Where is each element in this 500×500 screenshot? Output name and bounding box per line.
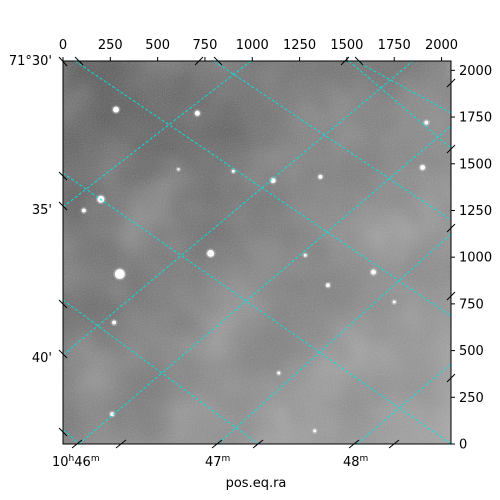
- ra-tick-mark: [115, 439, 127, 449]
- dec-axis: 71°30' 35' 40': [9, 54, 68, 437]
- grid-line: [63, 429, 81, 444]
- grid-line: [356, 363, 451, 444]
- ra-tick-mark: [348, 439, 360, 449]
- grid-line: [348, 61, 451, 149]
- star: [392, 300, 396, 304]
- star: [313, 429, 317, 433]
- pixel-x-tick-label: 750: [193, 38, 218, 53]
- ra-tick-mark: [211, 439, 223, 449]
- pixel-y-tick-label: 1500: [459, 157, 492, 172]
- star: [318, 174, 323, 179]
- edge-tick-mark: [446, 144, 456, 154]
- pixel-y-tick-label: 250: [459, 391, 484, 406]
- pixel-y-tick-label: 500: [459, 344, 484, 359]
- dec-tick-label: 40': [32, 351, 52, 366]
- star: [177, 168, 180, 171]
- star: [370, 269, 376, 275]
- dec-tick-mark: [58, 427, 68, 437]
- dec-tick-label: 71°30': [9, 54, 52, 69]
- star: [277, 371, 281, 375]
- star: [207, 249, 215, 257]
- grid-line: [217, 233, 451, 444]
- star: [194, 110, 200, 116]
- edge-tick-mark: [446, 373, 456, 383]
- pixel-x-tick-label: 1500: [330, 38, 363, 53]
- coordinate-grid: [63, 61, 451, 444]
- star: [231, 169, 235, 173]
- plot-frame: [62, 60, 452, 445]
- edge-tick-mark: [74, 56, 84, 66]
- star: [81, 208, 86, 213]
- pixel-y-tick-label: 750: [459, 297, 484, 312]
- pixel-y-tick-label: 1250: [459, 204, 492, 219]
- pixel-y-axis-ticks: 0 250 500 750 1000 1250 1500 1750 2000: [451, 64, 492, 453]
- dec-tick-mark: [58, 299, 68, 309]
- ra-tick-label: 48m: [343, 454, 368, 470]
- star: [112, 106, 119, 113]
- ra-tick-mark: [252, 439, 264, 449]
- dec-tick-mark: [58, 349, 68, 359]
- edge-tick-mark: [446, 78, 456, 88]
- x-axis-label: pos.eq.ra: [226, 476, 287, 491]
- grid-line: [63, 61, 414, 356]
- grid-line: [213, 61, 451, 221]
- grid-line: [63, 172, 451, 444]
- pixel-y-tick-label: 2000: [459, 64, 492, 79]
- ra-axis: 10h46m 47m 48m pos.eq.ra: [52, 439, 400, 491]
- right-edge-ticks: [446, 78, 456, 383]
- star: [325, 283, 330, 288]
- top-edge-ticks: [74, 56, 364, 66]
- star: [110, 412, 115, 417]
- pixel-x-tick-label: 1250: [283, 38, 316, 53]
- ra-tick-label: 10h46m: [52, 454, 100, 470]
- dec-tick-mark: [58, 56, 68, 67]
- star-layer: [80, 105, 430, 434]
- pixel-x-axis-ticks: 0 250 500 750 1000 1250 1500 1750 2000: [59, 38, 458, 61]
- grid-line: [78, 125, 451, 444]
- edge-tick-mark: [446, 223, 456, 233]
- grid-line: [355, 61, 451, 114]
- sky-image: [63, 61, 451, 444]
- pixel-x-tick-label: 0: [59, 38, 67, 53]
- star: [424, 120, 429, 125]
- star: [112, 320, 117, 325]
- grid-line: [74, 61, 451, 317]
- pixel-y-tick-label: 1000: [459, 251, 492, 266]
- ra-tick-label: 47m: [205, 454, 230, 470]
- edge-tick-mark: [354, 56, 364, 66]
- ra-tick-mark: [71, 439, 83, 449]
- pixel-y-tick-label: 0: [459, 438, 467, 453]
- star: [114, 268, 125, 279]
- star: [420, 164, 426, 170]
- pixel-x-tick-label: 500: [145, 38, 170, 53]
- edge-tick-mark: [340, 56, 350, 66]
- edge-tick-mark: [446, 291, 456, 301]
- grid-line: [63, 299, 259, 444]
- pixel-x-tick-label: 1750: [378, 38, 411, 53]
- edge-tick-mark: [213, 56, 223, 66]
- pixel-y-tick-label: 1750: [459, 111, 492, 126]
- pixel-x-tick-label: 250: [98, 38, 123, 53]
- ra-tick-mark: [388, 439, 400, 449]
- edge-tick-mark: [194, 56, 204, 66]
- dec-tick-mark: [58, 201, 68, 211]
- star: [303, 253, 307, 257]
- pixel-x-tick-label: 1000: [236, 38, 269, 53]
- dec-tick-label: 35': [32, 203, 52, 218]
- dec-tick-mark: [58, 171, 68, 181]
- pixel-x-tick-label: 2000: [425, 38, 458, 53]
